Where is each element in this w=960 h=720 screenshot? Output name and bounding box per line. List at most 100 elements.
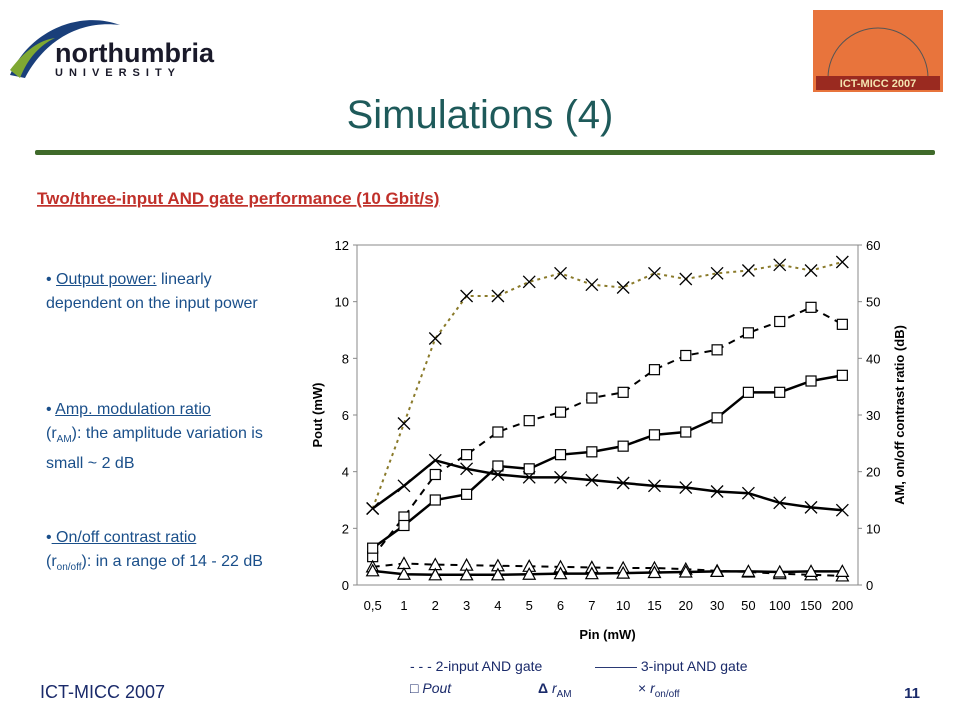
marker-triangle bbox=[804, 564, 819, 577]
logo-swoosh-green bbox=[10, 38, 55, 78]
legend-item: ——— 3-input AND gate bbox=[595, 658, 748, 674]
y-axis-label: Pout (mW) bbox=[310, 383, 325, 448]
marker-square bbox=[836, 318, 848, 330]
legend-text: r bbox=[551, 680, 557, 696]
marker-triangle bbox=[365, 563, 380, 577]
marker-square bbox=[523, 415, 535, 427]
marker-square bbox=[586, 392, 598, 404]
bullet-head: On/off contrast ratio bbox=[51, 529, 197, 546]
marker-square bbox=[523, 463, 535, 475]
marker-triangle bbox=[553, 566, 568, 580]
bullet-sub: on/off bbox=[56, 562, 82, 574]
logo-sub: UNIVERSITY bbox=[55, 67, 181, 79]
legend: - - - 2-input AND gate ——— 3-input AND ga… bbox=[410, 655, 748, 706]
bullet-head: Amp. modulation ratio bbox=[55, 401, 211, 418]
series-line bbox=[371, 306, 843, 558]
marker-triangle bbox=[616, 565, 631, 579]
bullet-text: ): in a range of 14 - 22 dB bbox=[81, 553, 263, 570]
legend-text: r bbox=[650, 680, 655, 696]
marker-square bbox=[460, 488, 473, 500]
x-tick-label: 7 bbox=[588, 598, 595, 613]
marker-triangle bbox=[678, 564, 693, 578]
bullet-pre: (r bbox=[46, 425, 57, 442]
marker-square bbox=[648, 364, 661, 376]
badge-arc bbox=[827, 27, 929, 79]
series-line bbox=[372, 569, 843, 577]
marker-cross bbox=[554, 470, 567, 484]
legend-sub: AM bbox=[556, 688, 572, 700]
marker-triangle bbox=[710, 564, 725, 577]
marker-square bbox=[429, 494, 441, 506]
badge-strip bbox=[816, 76, 940, 90]
y-tick-label: 2 bbox=[342, 521, 349, 536]
marker-square bbox=[805, 301, 817, 313]
x-tick-label: 5 bbox=[526, 598, 533, 613]
marker-square bbox=[680, 426, 692, 438]
y-tick-label: 4 bbox=[342, 465, 349, 480]
badge-text: ICT-MICC 2007 bbox=[840, 78, 916, 90]
marker-cross bbox=[585, 473, 599, 487]
marker-cross bbox=[428, 453, 442, 467]
y-tick-label: 0 bbox=[342, 578, 349, 593]
marker-cross bbox=[804, 264, 818, 277]
legend-text: Pout bbox=[422, 680, 452, 696]
marker-cross bbox=[460, 462, 474, 476]
marker-triangle bbox=[459, 567, 474, 581]
legend-item: - - - 2-input AND gate bbox=[410, 658, 543, 674]
marker-cross bbox=[491, 468, 505, 481]
marker-triangle bbox=[647, 565, 662, 579]
x-tick-label: 0,5 bbox=[364, 598, 382, 613]
y-tick-label: 12 bbox=[335, 238, 349, 253]
marker-square bbox=[648, 429, 661, 441]
bullet: • Output power: linearly dependent on th… bbox=[46, 271, 258, 312]
marker-square bbox=[617, 440, 629, 452]
title-rule bbox=[35, 150, 935, 155]
marker-square bbox=[836, 369, 848, 381]
marker-square bbox=[774, 315, 786, 328]
marker-square bbox=[805, 375, 817, 387]
marker-cross bbox=[679, 272, 693, 286]
page-number: 11 bbox=[904, 685, 920, 702]
marker-cross bbox=[491, 289, 505, 303]
marker-square bbox=[429, 468, 441, 481]
marker-square bbox=[492, 426, 504, 438]
marker-square bbox=[742, 327, 755, 339]
x-tick-label: 30 bbox=[710, 598, 724, 613]
x-tick-label: 6 bbox=[557, 598, 564, 613]
series-line bbox=[371, 374, 843, 550]
bullet-text: linearly dependent on the input power bbox=[46, 271, 258, 312]
x-tick-label: 100 bbox=[769, 598, 791, 613]
y-tick-label: 6 bbox=[342, 408, 349, 423]
y2-tick-label: 0 bbox=[866, 578, 873, 593]
marker-square bbox=[398, 519, 410, 532]
plot-frame bbox=[356, 244, 859, 586]
legend-sub: on/off bbox=[654, 688, 680, 700]
marker-cross bbox=[554, 266, 567, 280]
marker-triangle bbox=[835, 564, 850, 577]
legend-item: × ron/off bbox=[638, 680, 680, 700]
marker-triangle bbox=[772, 564, 787, 578]
marker-cross bbox=[428, 332, 442, 345]
marker-triangle bbox=[490, 567, 505, 581]
marker-cross bbox=[522, 470, 536, 484]
legend-item: Δ rAM bbox=[538, 680, 572, 700]
marker-square bbox=[367, 542, 379, 554]
y-tick-label: 10 bbox=[335, 295, 349, 310]
bullet-text: ): the amplitude variation is small ~ 2 … bbox=[46, 425, 263, 473]
marker-cross bbox=[741, 264, 755, 277]
marker-triangle bbox=[396, 566, 411, 580]
x-tick-label: 20 bbox=[679, 598, 693, 613]
marker-square bbox=[586, 446, 598, 458]
x-tick-label: 150 bbox=[800, 598, 822, 613]
y-tick-label: 8 bbox=[342, 351, 349, 366]
legend-text: 2-input AND gate bbox=[435, 658, 543, 674]
marker-cross bbox=[460, 289, 474, 303]
marker-cross bbox=[773, 496, 787, 510]
marker-cross bbox=[710, 266, 724, 280]
bullet-pre: (r bbox=[46, 553, 57, 570]
marker-triangle bbox=[428, 567, 443, 581]
x-tick-label: 4 bbox=[494, 598, 501, 613]
marker-cross bbox=[648, 479, 661, 493]
